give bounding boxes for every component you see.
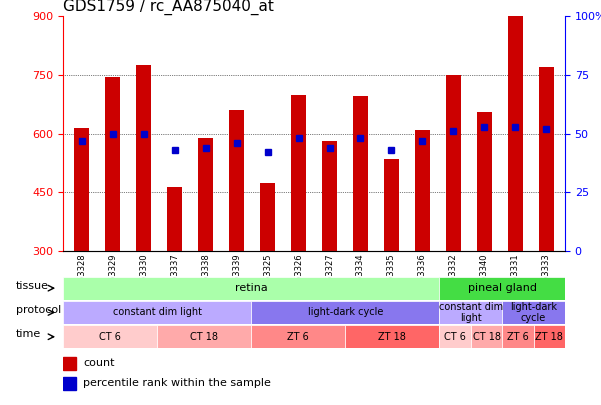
Bar [291, 94, 307, 251]
Text: protocol: protocol [16, 305, 61, 315]
Bar [63, 301, 251, 324]
Text: light-dark cycle: light-dark cycle [308, 307, 383, 318]
Text: GSM53328: GSM53328 [77, 254, 86, 299]
Text: CT 18: CT 18 [472, 332, 501, 342]
Text: CT 18: CT 18 [191, 332, 218, 342]
Text: constant dim light: constant dim light [113, 307, 202, 318]
Text: GSM53335: GSM53335 [387, 254, 396, 299]
Bar [63, 277, 439, 300]
Text: GSM53339: GSM53339 [232, 254, 241, 299]
Bar [446, 75, 461, 251]
Bar [439, 277, 565, 300]
Text: ZT 6: ZT 6 [287, 332, 310, 342]
Bar [502, 301, 565, 324]
Text: ZT 6: ZT 6 [507, 332, 529, 342]
Text: GSM53327: GSM53327 [325, 254, 334, 299]
Bar [63, 325, 157, 348]
Bar [322, 141, 337, 251]
Bar [383, 159, 399, 251]
Text: retina: retina [235, 283, 267, 293]
Text: GSM53325: GSM53325 [263, 254, 272, 299]
Text: light-dark
cycle: light-dark cycle [510, 302, 557, 323]
Text: CT 6: CT 6 [99, 332, 121, 342]
Bar [157, 325, 251, 348]
Bar [167, 186, 182, 251]
Text: time: time [16, 329, 41, 339]
Text: pineal gland: pineal gland [468, 283, 537, 293]
Bar [538, 67, 554, 251]
Text: GSM53334: GSM53334 [356, 254, 365, 299]
Text: GSM53338: GSM53338 [201, 254, 210, 299]
Bar [508, 16, 523, 251]
Text: percentile rank within the sample: percentile rank within the sample [83, 378, 271, 388]
Bar [471, 325, 502, 348]
Text: ZT 18: ZT 18 [379, 332, 406, 342]
Bar [477, 112, 492, 251]
Text: GSM53340: GSM53340 [480, 254, 489, 299]
Text: constant dim
light: constant dim light [439, 302, 503, 323]
Text: GSM53331: GSM53331 [511, 254, 520, 299]
Bar [415, 130, 430, 251]
Text: GSM53329: GSM53329 [108, 254, 117, 299]
Text: GSM53330: GSM53330 [139, 254, 148, 299]
Bar [63, 377, 76, 390]
Bar [251, 325, 346, 348]
Bar [260, 183, 275, 251]
Bar [353, 96, 368, 251]
Bar [63, 357, 76, 370]
Bar [346, 325, 439, 348]
Text: tissue: tissue [16, 281, 49, 291]
Text: count: count [83, 358, 115, 368]
Bar [534, 325, 565, 348]
Text: CT 6: CT 6 [444, 332, 466, 342]
Text: GSM53337: GSM53337 [170, 254, 179, 299]
Bar [74, 128, 90, 251]
Text: GSM53332: GSM53332 [449, 254, 458, 299]
Bar [229, 110, 245, 251]
Text: GSM53336: GSM53336 [418, 254, 427, 299]
Text: GDS1759 / rc_AA875040_at: GDS1759 / rc_AA875040_at [63, 0, 274, 15]
Bar [105, 77, 120, 251]
Bar [136, 65, 151, 251]
Bar [502, 325, 534, 348]
Text: GSM53333: GSM53333 [542, 254, 551, 299]
Bar [251, 301, 439, 324]
Text: ZT 18: ZT 18 [535, 332, 563, 342]
Bar [439, 325, 471, 348]
Bar [439, 301, 502, 324]
Bar [198, 138, 213, 251]
Text: GSM53326: GSM53326 [294, 254, 303, 299]
